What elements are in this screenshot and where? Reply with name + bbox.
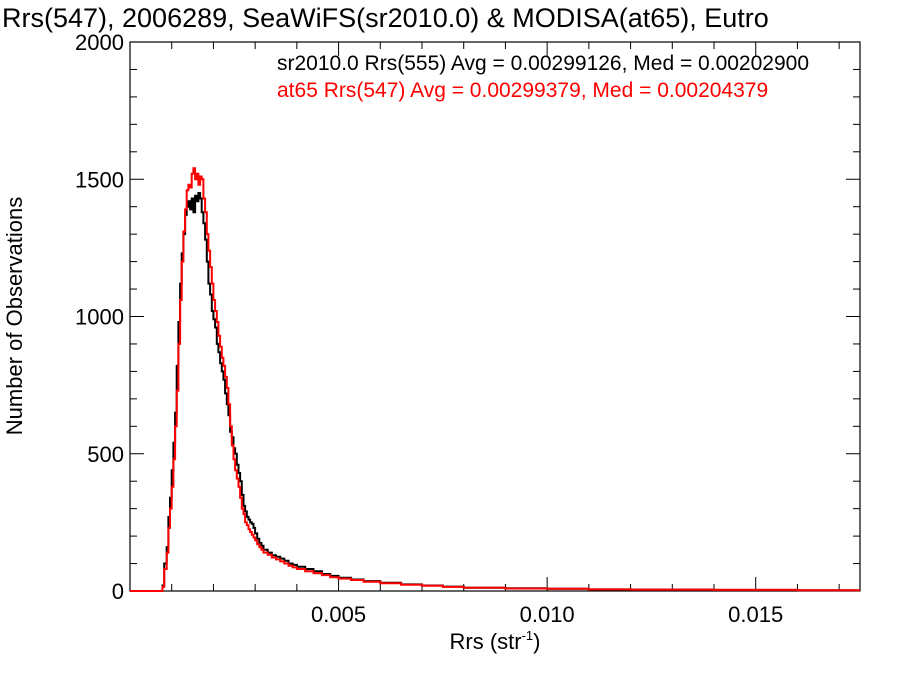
plot-frame: [129, 41, 861, 592]
y-tick-label: 500: [87, 442, 124, 467]
y-axis: 0 500 1000 1500 2000: [75, 30, 860, 604]
legend-entry-series-1: sr2010.0 Rrs(555) Avg = 0.00299126, Med …: [277, 52, 809, 75]
y-axis-label: Number of Observations: [2, 197, 27, 435]
y-tick-label: 1500: [75, 167, 124, 192]
legend-entry-series-2: at65 Rrs(547) Avg = 0.00299379, Med = 0.…: [277, 79, 768, 102]
series-line-1: [130, 192, 860, 592]
x-axis: 0.005 0.010 0.015: [171, 42, 840, 627]
x-tick-label: 0.005: [311, 602, 366, 627]
y-tick-label: 2000: [75, 30, 124, 55]
y-tick-label: 1000: [75, 305, 124, 330]
x-axis-label: Rrs (str-1): [450, 628, 541, 654]
chart-title: Rrs(547), 2006289, SeaWiFS(sr2010.0) & M…: [2, 3, 769, 33]
series-layer: [130, 167, 860, 592]
y-tick-label: 0: [112, 579, 124, 604]
x-tick-label: 0.010: [520, 602, 575, 627]
x-tick-label: 0.015: [728, 602, 783, 627]
series-line-2: [130, 167, 860, 592]
